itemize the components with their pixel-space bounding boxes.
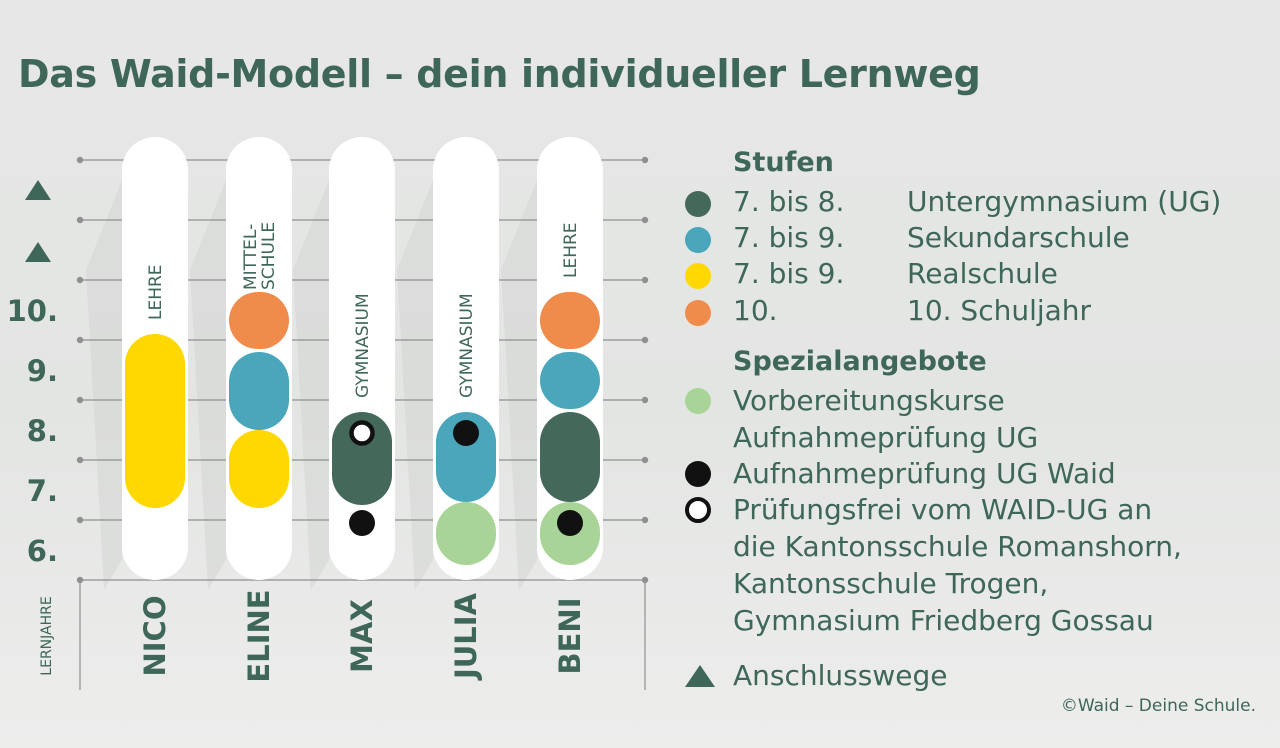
path-label: GYMNASIUM [457, 293, 477, 398]
segment-schuljahr10 [540, 292, 600, 349]
segment-ug [540, 412, 600, 502]
year-label: 9. [27, 354, 58, 388]
legend-label: 10. Schuljahr [907, 294, 1092, 327]
pruefung-marker [557, 510, 583, 536]
sek-dot-icon [685, 227, 711, 253]
path-label: LEHRE [146, 264, 166, 320]
bar-shadow [501, 180, 537, 590]
legend-line: Gymnasium Friedberg Gossau [733, 604, 1154, 637]
grid-dot [76, 276, 84, 284]
legend-line: Kantonsschule Trogen, [733, 567, 1049, 600]
vorbereitung-dot-icon [685, 388, 711, 414]
student-name: JULIA [449, 592, 483, 681]
student-name: MAX [345, 599, 379, 673]
legend-range: 7. bis 9. [733, 221, 845, 254]
legend-line: die Kantonsschule Romanshorn, [733, 530, 1182, 563]
segment-ug [332, 412, 392, 505]
path-label: GYMNASIUM [353, 293, 373, 398]
copyright-note: ©Waid – Deine Schule. [1060, 696, 1256, 716]
legend-heading-spezial: Spezialangebote [733, 346, 987, 377]
legend-range: 10. [733, 294, 778, 327]
legend-line: Aufnahmeprüfung UG Waid [733, 457, 1116, 490]
anschluss-arrow-icon [25, 180, 51, 200]
legend-item-anschlusswege: Anschlusswege [685, 657, 1275, 693]
axis-title: LERNJAHRE [39, 596, 55, 675]
grid-dot [641, 516, 649, 524]
legend-item-10-schuljahr: 10. 10. Schuljahr [685, 294, 1275, 330]
legend-label: Realschule [907, 257, 1058, 290]
pruefung-marker [453, 420, 479, 446]
student-name: NICO [138, 596, 172, 677]
segment-real [125, 334, 185, 508]
pruefung-marker [349, 510, 375, 536]
bar-shadow [397, 180, 433, 590]
legend-label: Sekundarschule [907, 221, 1130, 254]
segment-sek [540, 352, 600, 409]
grid-dot [76, 456, 84, 464]
ug-dot-icon [685, 191, 711, 217]
page-title: Das Waid-Modell – dein individueller Ler… [18, 52, 981, 96]
path-label: SCHULE [259, 222, 279, 290]
bar-shadow [293, 180, 329, 590]
legend-text: Vorbereitungskurse Aufnahmeprüfung UG [733, 382, 1038, 456]
segment-schuljahr10 [229, 292, 289, 349]
grid-dot [641, 336, 649, 344]
grid-dot [641, 156, 649, 164]
year-label: 8. [27, 414, 58, 448]
legend-item-aufnahmepruefung: Aufnahmeprüfung UG Waid [685, 455, 1275, 491]
grid-dot [76, 156, 84, 164]
legend-label: Anschlusswege [733, 659, 948, 692]
pruefungsfrei-ring-icon [685, 497, 711, 523]
legend-line: Aufnahmeprüfung UG [733, 421, 1039, 454]
grid-dot [76, 396, 84, 404]
grid-dot [641, 396, 649, 404]
segment-real [229, 430, 289, 508]
pruefung-dot-icon [685, 461, 711, 487]
learning-path-diagram: 10. 9. 8. 7. 6. LERNJAHRE LEHRE NICO MITTEL-SCHU… [6, 156, 649, 690]
segment-sek [229, 352, 289, 430]
legend-label: Untergymnasium (UG) [907, 185, 1222, 218]
year-label: 10. [7, 294, 58, 328]
legend-text: Prüfungsfrei vom WAID-UG an die Kantonss… [733, 491, 1182, 639]
legend-item-sekundarschule: 7. bis 9. Sekundarschule [685, 221, 1275, 257]
legend-line: Vorbereitungskurse [733, 384, 1005, 417]
year-label: 7. [27, 474, 58, 508]
bar-shadow [190, 180, 226, 590]
student-name: ELINE [242, 589, 276, 682]
legend-text: Aufnahmeprüfung UG Waid [733, 455, 1116, 492]
anschluss-arrow-icon [25, 242, 51, 262]
pruefungsfrei-marker [349, 420, 375, 446]
legend-item-realschule: 7. bis 9. Realschule [685, 257, 1275, 293]
legend-item-untergymnasium: 7. bis 8. Untergymnasium (UG) [685, 185, 1275, 221]
legend-line: Prüfungsfrei vom WAID-UG an [733, 493, 1153, 526]
grid-dot [76, 336, 84, 344]
schuljahr10-dot-icon [685, 300, 711, 326]
real-dot-icon [685, 263, 711, 289]
triangle-up-icon [685, 665, 715, 687]
legend-item-pruefungsfrei: Prüfungsfrei vom WAID-UG an die Kantonss… [685, 491, 1275, 641]
grid-dot [641, 456, 649, 464]
legend-range: 7. bis 8. [733, 185, 845, 218]
legend-item-vorbereitungskurse: Vorbereitungskurse Aufnahmeprüfung UG [685, 382, 1275, 456]
bar-shadow [86, 180, 122, 590]
path-label: MITTEL- [241, 224, 261, 290]
grid-dot [641, 276, 649, 284]
student-name: BENI [553, 598, 587, 675]
path-label: LEHRE [561, 222, 581, 278]
grid-dot [76, 516, 84, 524]
grid-dot [641, 216, 649, 224]
legend-range: 7. bis 9. [733, 257, 845, 290]
segment-sek [436, 412, 496, 502]
segment-vorbereitung [436, 502, 496, 565]
year-label: 6. [27, 534, 58, 568]
grid-dot [76, 216, 84, 224]
legend-heading-stufen: Stufen [733, 147, 834, 178]
